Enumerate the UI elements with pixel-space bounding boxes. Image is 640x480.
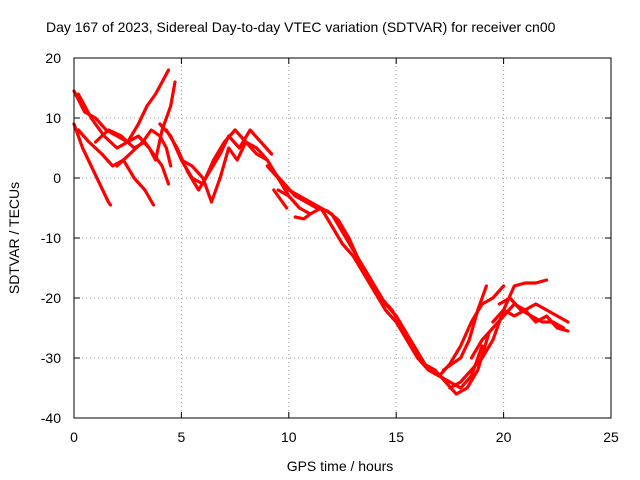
series-line-track-19 bbox=[497, 296, 566, 330]
series-layer bbox=[72, 68, 570, 396]
y-tick-label: -10 bbox=[41, 230, 61, 246]
series-line-track-14 bbox=[293, 212, 312, 221]
x-axis-label: GPS time / hours bbox=[287, 458, 394, 474]
x-tick-label: 15 bbox=[388, 429, 404, 445]
y-tick-label: 20 bbox=[45, 50, 61, 66]
grid-layer bbox=[74, 58, 611, 418]
series-line-track-11 bbox=[272, 170, 491, 396]
x-tick-label: 0 bbox=[70, 429, 78, 445]
series-line-track-9 bbox=[179, 140, 291, 204]
series-line-track-12 bbox=[276, 188, 506, 378]
y-axis-label: SDTVAR / TECUs bbox=[6, 182, 22, 294]
y-tick-label: -40 bbox=[41, 410, 61, 426]
x-tick-label: 25 bbox=[603, 429, 619, 445]
tick-layer: 0 5 10 15 20 25 -40 -30 -20 -10 0 10 20 bbox=[41, 50, 619, 445]
x-tick-label: 20 bbox=[496, 429, 512, 445]
x-tick-label: 5 bbox=[178, 429, 186, 445]
y-tick-label: 10 bbox=[45, 110, 61, 126]
series-line-track-3 bbox=[72, 122, 113, 207]
y-tick-label: -20 bbox=[41, 290, 61, 306]
series-line-track-6 bbox=[115, 128, 173, 168]
y-tick-label: 0 bbox=[53, 170, 61, 186]
chart-title: Day 167 of 2023, Sidereal Day-to-day VTE… bbox=[46, 19, 556, 35]
x-tick-label: 10 bbox=[281, 429, 297, 445]
series-line-track-15 bbox=[441, 284, 488, 372]
series-line-track-8 bbox=[164, 128, 274, 192]
series-line-track-16 bbox=[448, 278, 549, 390]
y-tick-label: -30 bbox=[41, 350, 61, 366]
series-line-track-2 bbox=[76, 68, 171, 150]
series-line-track-13 bbox=[272, 188, 289, 210]
